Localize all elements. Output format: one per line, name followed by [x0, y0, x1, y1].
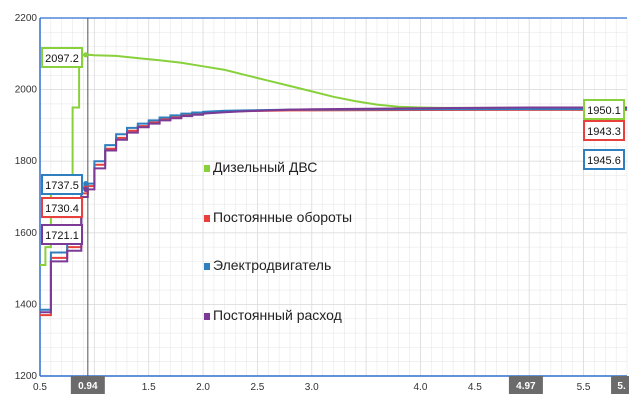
value-label-text: 1730.4	[45, 203, 79, 215]
x-tick-label: 2.5	[250, 382, 264, 393]
legend-label: Электродвигатель	[213, 257, 331, 273]
legend: Дизельный ДВС Постоянные обороты Электродв…	[204, 159, 352, 323]
x-tick-label: 4.0	[414, 382, 428, 393]
x-tick-label: 5.5	[577, 382, 591, 393]
value-label-box	[41, 47, 83, 68]
series-line--7b3a96	[40, 106, 627, 314]
cursor-marker	[83, 186, 89, 193]
x-tick-label: 1.5	[142, 382, 156, 393]
value-label-text: 2097.2	[45, 53, 79, 65]
y-tick-label: 1400	[15, 299, 38, 310]
value-label-text: 1737.5	[45, 180, 79, 192]
cursor-marker	[83, 180, 89, 187]
value-label-text: 1943.3	[587, 126, 621, 138]
value-label-text: 1950.1	[587, 105, 621, 117]
value-label-box	[583, 149, 625, 170]
legend-swatch	[204, 263, 210, 270]
legend-swatch	[204, 215, 210, 222]
cursor-badge[interactable]	[70, 376, 105, 394]
x-tick-label: 4.5	[468, 382, 482, 393]
legend-swatch	[204, 313, 210, 320]
x-tick-label: 3.0	[305, 382, 319, 393]
cursor-badge-label: 5.	[617, 381, 626, 392]
y-tick-label: 2000	[15, 85, 38, 96]
legend-swatch	[204, 165, 210, 172]
cursor-marker	[83, 52, 89, 58]
value-label-box	[41, 197, 83, 218]
y-tick-label: 1200	[15, 371, 38, 382]
y-tick-label: 1800	[15, 156, 38, 167]
cursor-badge-label: 0.94	[78, 381, 98, 392]
cursor-badge[interactable]	[508, 376, 543, 394]
y-tick-label: 2200	[15, 13, 38, 24]
value-label-box	[41, 174, 83, 195]
legend-label: Постоянные обороты	[213, 209, 352, 225]
x-tick-label: 0.5	[33, 382, 47, 393]
value-label-box	[41, 224, 83, 245]
value-label-text: 1945.6	[587, 155, 621, 167]
legend-label: Постоянный расход	[213, 307, 342, 323]
cursor-lines[interactable]: 0.94 4.97 5.	[70, 18, 629, 394]
y-tick-label: 1600	[15, 228, 38, 239]
value-label-text: 1721.1	[45, 230, 79, 242]
x-tick-label: 2.0	[196, 382, 210, 393]
cursor-badge[interactable]	[611, 376, 629, 394]
legend-label: Дизельный ДВС	[213, 159, 317, 175]
value-label-box	[583, 120, 625, 141]
value-labels: 2097.2 1737.5 1730.4 1721.1 1950.1 1943.3 1945…	[41, 47, 625, 245]
value-label-box	[583, 99, 625, 120]
axes: 1200 1400 1600 1800 2000 2200 0.5 1.5 2.0 2.5 3.0 4…	[15, 13, 627, 393]
cursor-badge-label: 4.97	[516, 381, 536, 392]
